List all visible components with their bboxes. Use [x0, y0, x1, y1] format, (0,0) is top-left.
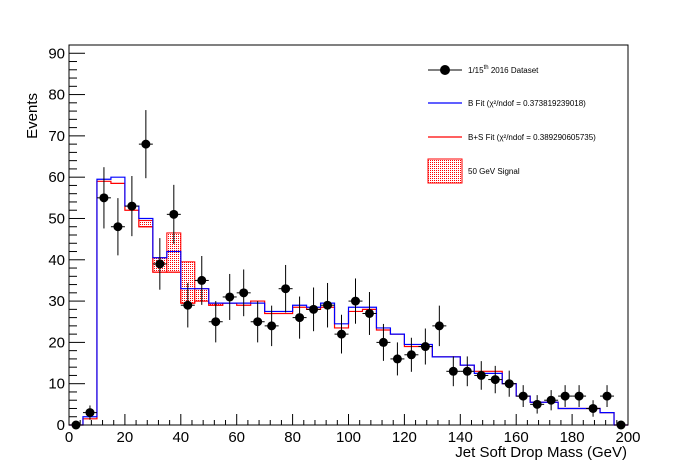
data-point	[390, 342, 405, 376]
x-tick-label: 140	[448, 429, 473, 446]
bs-fit-step	[69, 180, 628, 426]
x-tick-label: 20	[117, 429, 134, 446]
data-point	[474, 361, 489, 390]
y-tick-label: 0	[57, 417, 65, 434]
x-tick-label: 120	[392, 429, 417, 446]
data-points	[69, 110, 628, 430]
x-axis: 0 20 40 60 80 100 120 140 160 180 200	[65, 414, 641, 446]
y-tick-label: 80	[48, 87, 65, 104]
legend: 1/15th 2016 Dataset B Fit (χ²/ndof = 0.3…	[427, 65, 596, 184]
data-point	[404, 337, 419, 372]
data-point	[320, 282, 335, 328]
data-point	[278, 264, 293, 313]
data-point	[376, 323, 391, 361]
legend-signal-swatch	[427, 158, 463, 184]
y-axis: 0 10 20 30 40 50 60 70 80 90	[48, 44, 85, 434]
legend-bsfit-label: B+S Fit (χ²/ndof = 0.389290605735)	[468, 133, 596, 142]
data-point	[432, 305, 447, 347]
data-point	[250, 301, 265, 343]
data-point	[180, 282, 195, 328]
data-point	[516, 385, 531, 408]
data-point	[236, 269, 251, 317]
legend-bfit-label: B Fit (χ²/ndof = 0.373819239018)	[468, 99, 586, 108]
data-point	[348, 278, 363, 324]
data-point	[222, 273, 237, 320]
data-point	[502, 370, 517, 397]
data-point	[600, 385, 615, 408]
y-tick-label: 30	[48, 293, 65, 310]
bs-fit-line	[69, 180, 628, 426]
data-point	[586, 400, 601, 417]
data-point	[82, 405, 97, 420]
x-tick-label: 160	[504, 429, 529, 446]
data-point	[292, 296, 307, 339]
data-point	[530, 395, 545, 414]
legend-data-label: 1/15th 2016 Dataset	[468, 65, 539, 75]
data-point	[208, 301, 223, 343]
x-tick-label: 200	[615, 429, 640, 446]
x-tick-label: 40	[172, 429, 189, 446]
y-tick-label: 60	[48, 169, 65, 186]
data-point	[152, 238, 167, 290]
x-tick-label: 0	[65, 429, 73, 446]
legend-signal-label: 50 GeV Signal	[468, 167, 520, 176]
data-point	[488, 365, 503, 394]
x-tick-label: 60	[228, 429, 245, 446]
data-point	[194, 255, 209, 305]
data-point	[306, 287, 321, 332]
x-tick-label: 100	[336, 429, 361, 446]
y-tick-label: 40	[48, 252, 65, 269]
x-tick-label: 180	[560, 429, 585, 446]
y-axis-title: Events	[24, 93, 41, 139]
data-point	[110, 198, 125, 256]
x-axis-title: Jet Soft Drop Mass (GeV)	[455, 444, 627, 461]
y-tick-label: 70	[48, 128, 65, 145]
y-tick-label: 50	[48, 210, 65, 227]
y-tick-label: 10	[48, 376, 65, 393]
data-point	[446, 356, 461, 387]
data-point	[544, 390, 559, 411]
data-point	[558, 385, 573, 408]
data-point	[166, 184, 181, 244]
signal-bin	[138, 220, 154, 228]
y-tick-label: 20	[48, 334, 65, 351]
legend-data-marker-icon	[440, 65, 450, 75]
data-point	[334, 314, 349, 354]
data-point	[460, 356, 475, 387]
signal-histogram	[138, 220, 224, 306]
data-point	[96, 167, 111, 229]
data-point	[572, 385, 587, 408]
data-point	[418, 328, 433, 365]
data-point	[264, 305, 279, 347]
x-tick-label: 80	[284, 429, 301, 446]
data-point	[124, 176, 139, 237]
data-point	[362, 292, 377, 335]
data-point	[138, 110, 153, 179]
y-tick-label: 90	[48, 45, 65, 62]
